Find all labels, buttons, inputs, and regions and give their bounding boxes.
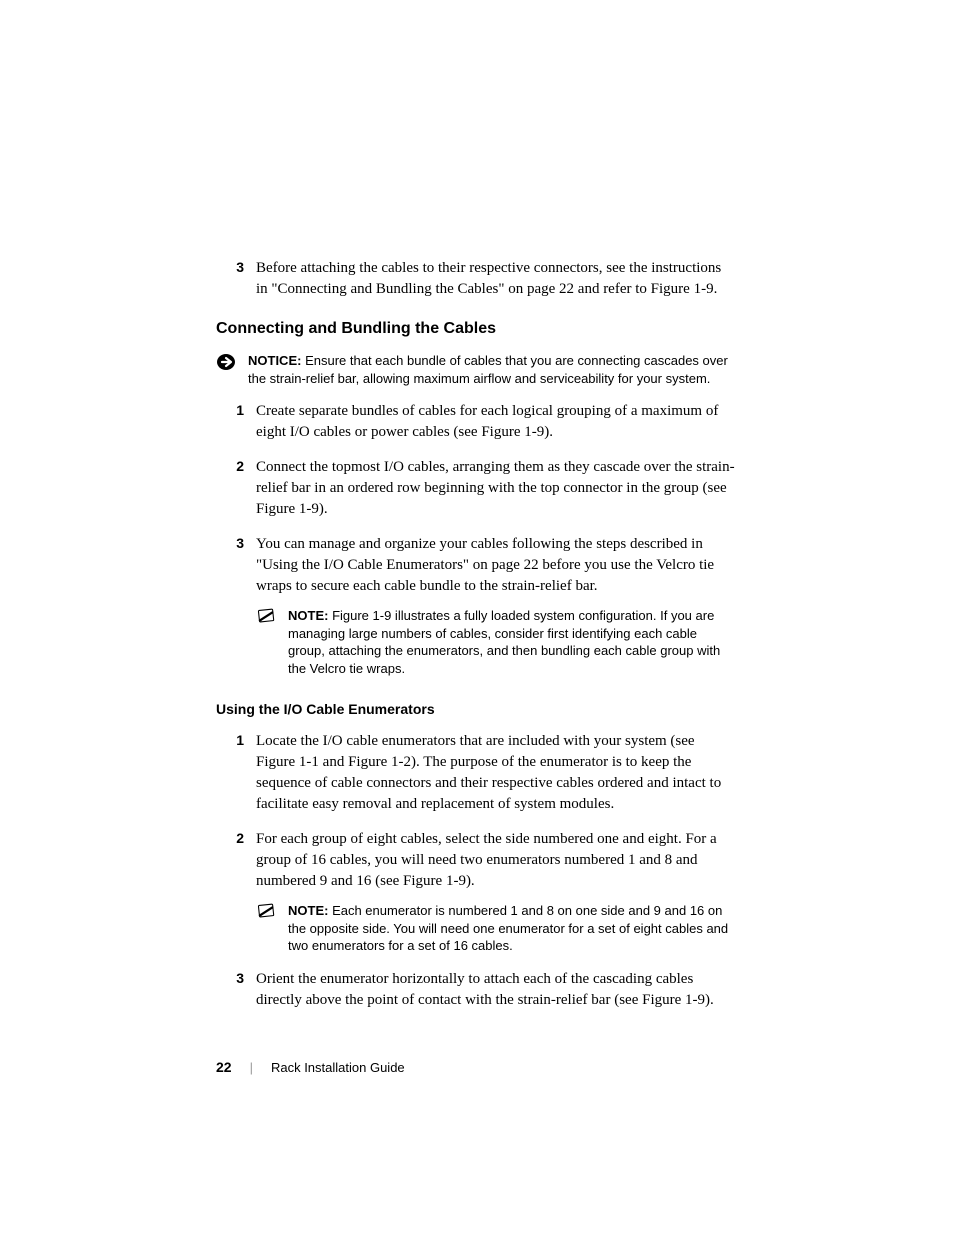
notice-callout: NOTICE: Ensure that each bundle of cable… xyxy=(216,352,736,387)
step-text: Locate the I/O cable enumerators that ar… xyxy=(256,731,736,815)
note-label: NOTE: xyxy=(288,903,328,918)
intro-step: 3 Before attaching the cables to their r… xyxy=(216,258,736,300)
section-heading-connecting: Connecting and Bundling the Cables xyxy=(216,320,736,338)
step-text: For each group of eight cables, select t… xyxy=(256,831,717,889)
note-label: NOTE: xyxy=(288,608,328,623)
page-content: 3 Before attaching the cables to their r… xyxy=(216,258,736,1025)
step-text: Orient the enumerator horizontally to at… xyxy=(256,969,736,1011)
s2-step-3: 3 Orient the enumerator horizontally to … xyxy=(216,969,736,1011)
step-text: You can manage and organize your cables … xyxy=(256,536,714,594)
step-number: 3 xyxy=(216,258,256,300)
footer-separator: | xyxy=(250,1060,253,1075)
page-number: 22 xyxy=(216,1059,232,1075)
step-number: 3 xyxy=(216,969,256,1011)
step-number: 2 xyxy=(216,829,256,955)
notice-text: Ensure that each bundle of cables that y… xyxy=(248,353,728,386)
note-icon xyxy=(256,608,278,626)
s1-step-2: 2 Connect the topmost I/O cables, arrang… xyxy=(216,457,736,520)
step-text: Connect the topmost I/O cables, arrangin… xyxy=(256,457,736,520)
s2-step-2: 2 For each group of eight cables, select… xyxy=(216,829,736,955)
step-body: You can manage and organize your cables … xyxy=(256,534,736,677)
s1-step-1: 1 Create separate bundles of cables for … xyxy=(216,401,736,443)
s2-step-1: 1 Locate the I/O cable enumerators that … xyxy=(216,731,736,815)
step-number: 3 xyxy=(216,534,256,677)
notice-icon xyxy=(216,353,238,371)
section-heading-enumerators: Using the I/O Cable Enumerators xyxy=(216,701,736,717)
note-icon xyxy=(256,903,278,921)
step-number: 1 xyxy=(216,731,256,815)
document-page: 3 Before attaching the cables to their r… xyxy=(0,0,954,1235)
step-number: 2 xyxy=(216,457,256,520)
note-callout: NOTE: Figure 1-9 illustrates a fully loa… xyxy=(256,607,736,677)
note-body: NOTE: Figure 1-9 illustrates a fully loa… xyxy=(288,607,736,677)
step-number: 1 xyxy=(216,401,256,443)
step-text: Create separate bundles of cables for ea… xyxy=(256,401,736,443)
notice-body: NOTICE: Ensure that each bundle of cable… xyxy=(248,352,736,387)
note-body: NOTE: Each enumerator is numbered 1 and … xyxy=(288,902,736,955)
note-callout: NOTE: Each enumerator is numbered 1 and … xyxy=(256,902,736,955)
document-title: Rack Installation Guide xyxy=(271,1060,405,1075)
page-footer: 22 | Rack Installation Guide xyxy=(216,1059,405,1075)
notice-label: NOTICE: xyxy=(248,353,301,368)
step-text: Before attaching the cables to their res… xyxy=(256,258,736,300)
note-text: Each enumerator is numbered 1 and 8 on o… xyxy=(288,903,728,953)
step-body: For each group of eight cables, select t… xyxy=(256,829,736,955)
note-text: Figure 1-9 illustrates a fully loaded sy… xyxy=(288,608,720,676)
s1-step-3: 3 You can manage and organize your cable… xyxy=(216,534,736,677)
